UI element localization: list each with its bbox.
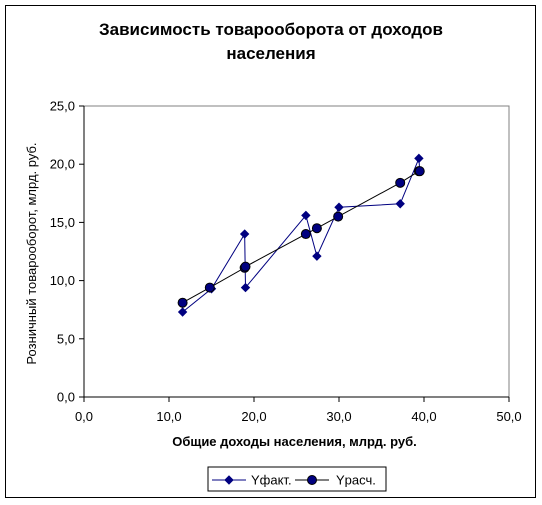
- data-point-circle: [204, 282, 215, 293]
- x-tick-label: 40,0: [411, 409, 436, 424]
- data-point-diamond: [240, 282, 251, 293]
- legend: Yфакт. Yрасч.: [207, 466, 387, 492]
- legend-box: [207, 466, 387, 492]
- y-axis-title: Розничный товарооборот, млрд. руб.: [24, 142, 39, 364]
- data-point-circle: [300, 229, 311, 240]
- y-tick-label: 25,0: [50, 99, 75, 114]
- data-point-circle: [311, 223, 322, 234]
- y-tick-label: 15,0: [50, 215, 75, 230]
- x-tick-label: 10,0: [156, 409, 181, 424]
- data-point-circle: [240, 261, 251, 272]
- legend-label: Yфакт.: [251, 473, 292, 488]
- data-point-diamond: [239, 229, 250, 239]
- legend-item: Yрасч.: [295, 473, 376, 488]
- y-tick-label: 0,0: [57, 390, 75, 405]
- series-line: [182, 158, 421, 313]
- data-point-diamond: [395, 199, 405, 209]
- data-point-diamond: [414, 153, 424, 164]
- series-calculated: [177, 166, 425, 308]
- y-tick-label: 5,0: [57, 331, 75, 346]
- legend-marker-diamond: [224, 475, 234, 485]
- data-point-diamond: [334, 202, 344, 212]
- chart-title: Зависимость товарооборота от доходов нас…: [0, 18, 542, 66]
- chart-title-line-2: населения: [226, 44, 316, 63]
- legend-marker-circle: [307, 475, 317, 485]
- plot-area: [83, 105, 510, 398]
- x-tick-label: 20,0: [241, 409, 266, 424]
- y-tick-label: 20,0: [50, 157, 75, 172]
- x-tick-label: 50,0: [496, 409, 521, 424]
- data-point-circle: [395, 177, 406, 188]
- x-tick-label: 0,0: [75, 409, 93, 424]
- x-tick-label: 30,0: [326, 409, 351, 424]
- legend-label: Yрасч.: [336, 473, 376, 488]
- data-point-circle: [177, 297, 188, 308]
- data-point-circle: [333, 211, 344, 222]
- data-point-circle: [414, 166, 425, 177]
- data-point-diamond: [312, 251, 322, 261]
- series-line: [182, 170, 420, 304]
- data-point-diamond: [177, 307, 188, 317]
- data-point-diamond: [301, 210, 311, 221]
- legend-item: Yфакт.: [212, 473, 292, 488]
- y-tick-label: 10,0: [50, 273, 75, 288]
- x-axis-title: Общие доходы населения, млрд. руб.: [172, 434, 417, 449]
- chart-title-line-1: Зависимость товарооборота от доходов: [98, 20, 443, 39]
